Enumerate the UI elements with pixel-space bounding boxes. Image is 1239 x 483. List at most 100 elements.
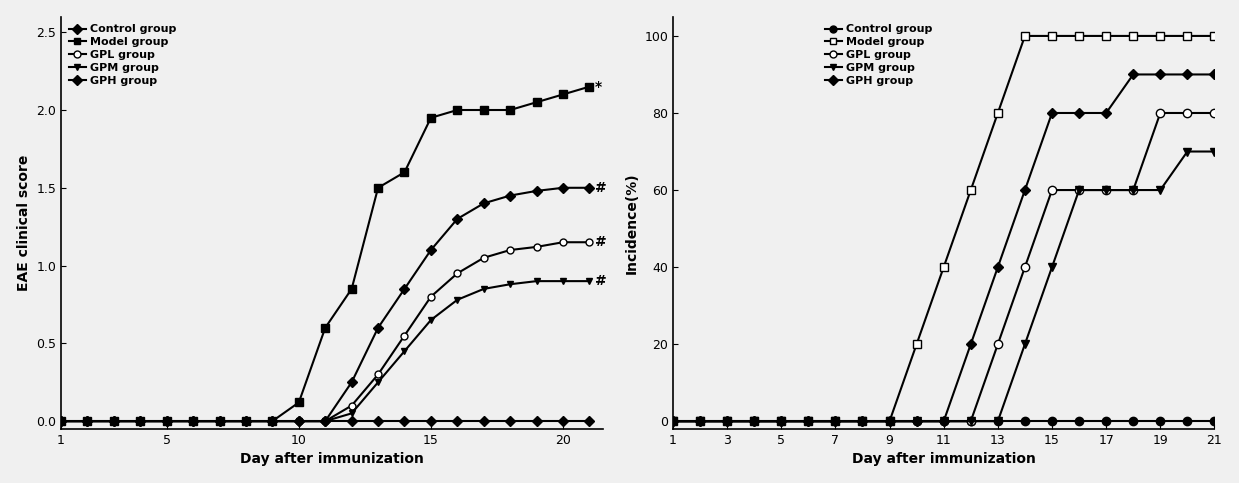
GPL group [160, 418, 175, 424]
GPM group [1207, 149, 1222, 155]
GPH group [1044, 110, 1059, 116]
GPL group [81, 418, 95, 424]
Control group [828, 418, 843, 424]
GPM group [265, 418, 280, 424]
GPL group [239, 418, 254, 424]
Model group [160, 418, 175, 424]
GPH group [53, 418, 68, 424]
GPH group [1017, 187, 1032, 193]
Legend: Control group, Model group, GPL group, GPM group, GPH group: Control group, Model group, GPL group, G… [67, 22, 178, 88]
GPH group [476, 200, 491, 206]
GPL group [855, 418, 870, 424]
GPM group [555, 278, 570, 284]
GPH group [318, 418, 333, 424]
GPL group [450, 270, 465, 276]
Line: Model group: Model group [57, 83, 593, 426]
Model group [450, 107, 465, 113]
Text: #: # [595, 274, 606, 288]
GPH group [265, 418, 280, 424]
Control group [747, 418, 762, 424]
GPH group [882, 418, 897, 424]
Model group [265, 418, 280, 424]
Control group [160, 418, 175, 424]
GPL group [774, 418, 789, 424]
GPH group [828, 418, 843, 424]
Model group [909, 341, 924, 347]
GPH group [107, 418, 121, 424]
Model group [937, 264, 952, 270]
GPH group [186, 418, 201, 424]
GPL group [212, 418, 227, 424]
GPH group [582, 185, 597, 191]
GPL group [318, 418, 333, 424]
Model group [239, 418, 254, 424]
GPM group [828, 418, 843, 424]
Model group [990, 110, 1005, 116]
GPL group [1044, 187, 1059, 193]
GPH group [291, 418, 306, 424]
GPM group [370, 379, 385, 385]
GPM group [774, 418, 789, 424]
GPH group [1072, 110, 1087, 116]
Model group [665, 418, 680, 424]
Control group [529, 418, 544, 424]
Control group [1152, 418, 1167, 424]
Control group [720, 418, 735, 424]
GPL group [882, 418, 897, 424]
Control group [964, 418, 979, 424]
Model group [1072, 33, 1087, 39]
Control group [186, 418, 201, 424]
GPL group [133, 418, 147, 424]
Control group [1044, 418, 1059, 424]
Control group [582, 418, 597, 424]
GPM group [81, 418, 95, 424]
Legend: Control group, Model group, GPL group, GPM group, GPH group: Control group, Model group, GPL group, G… [823, 22, 934, 88]
GPH group [937, 418, 952, 424]
GPL group [828, 418, 843, 424]
GPM group [1152, 187, 1167, 193]
Model group [424, 115, 439, 121]
Model group [1152, 33, 1167, 39]
Model group [855, 418, 870, 424]
Control group [344, 418, 359, 424]
Control group [909, 418, 924, 424]
GPH group [1180, 71, 1194, 77]
GPH group [133, 418, 147, 424]
Line: GPM group: GPM group [669, 147, 1219, 426]
Model group [186, 418, 201, 424]
Model group [503, 107, 518, 113]
GPH group [239, 418, 254, 424]
GPH group [555, 185, 570, 191]
Model group [964, 187, 979, 193]
GPM group [239, 418, 254, 424]
Model group [344, 286, 359, 292]
GPM group [937, 418, 952, 424]
GPM group [529, 278, 544, 284]
GPM group [800, 418, 815, 424]
GPM group [291, 418, 306, 424]
GPH group [212, 418, 227, 424]
GPL group [396, 333, 411, 339]
GPH group [990, 264, 1005, 270]
GPM group [1126, 187, 1141, 193]
GPM group [582, 278, 597, 284]
Control group [855, 418, 870, 424]
GPH group [747, 418, 762, 424]
Model group [582, 84, 597, 89]
Model group [1044, 33, 1059, 39]
GPL group [582, 240, 597, 245]
Control group [1099, 418, 1114, 424]
GPM group [503, 281, 518, 287]
GPM group [1099, 187, 1114, 193]
GPH group [1207, 71, 1222, 77]
Model group [476, 107, 491, 113]
Control group [1180, 418, 1194, 424]
Control group [450, 418, 465, 424]
Model group [828, 418, 843, 424]
GPH group [774, 418, 789, 424]
Model group [291, 399, 306, 405]
Control group [1126, 418, 1141, 424]
Control group [800, 418, 815, 424]
GPM group [747, 418, 762, 424]
GPM group [964, 418, 979, 424]
